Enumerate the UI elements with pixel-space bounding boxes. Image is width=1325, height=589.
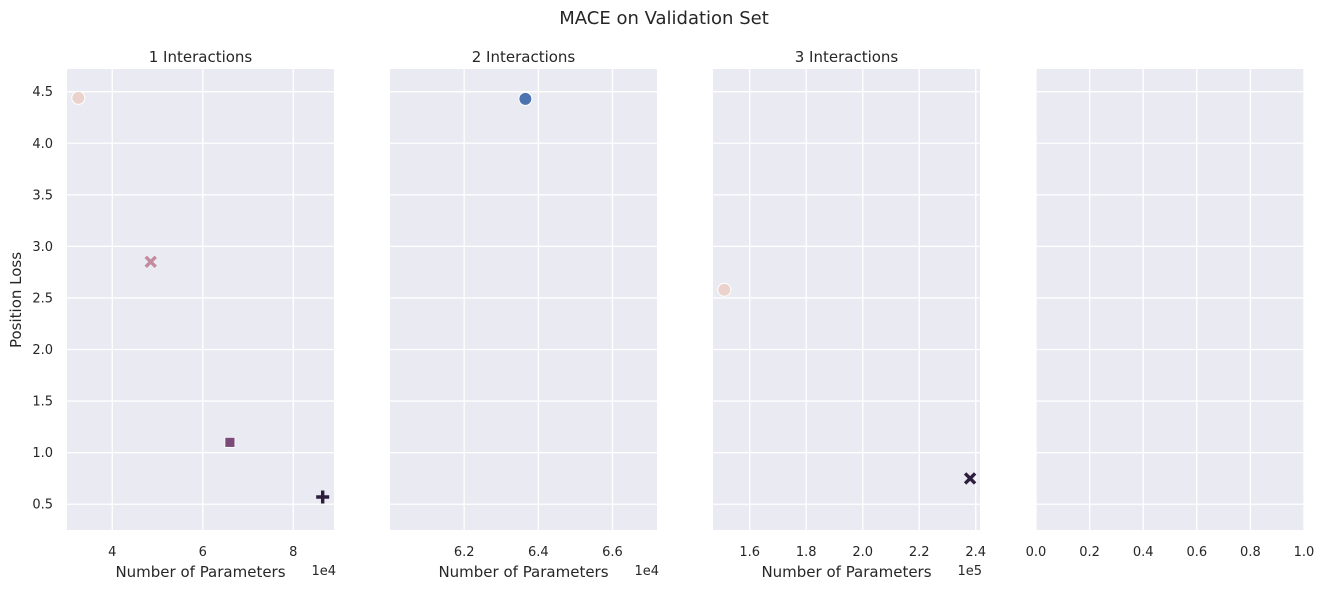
x-offset-label: 1e4 — [634, 564, 659, 579]
y-tick-label: 0.5 — [32, 498, 53, 513]
y-tick-label: 3.0 — [32, 240, 53, 255]
x-tick-label: 6.2 — [454, 545, 475, 560]
x-tick-label: 0.2 — [1079, 545, 1100, 560]
y-tick-label: 3.5 — [32, 188, 53, 203]
chart-title: MACE on Validation Set — [559, 8, 769, 29]
data-point — [717, 282, 732, 297]
y-tick-label: 2.0 — [32, 343, 53, 358]
x-tick-label: 1.8 — [796, 545, 817, 560]
panel-2: 6.2 6.4 6.6 Number of Parameters 1e4 2 Intera… — [390, 48, 659, 581]
x-tick-label: 0.0 — [1026, 545, 1047, 560]
x-tick-label: 8 — [289, 545, 297, 560]
data-point — [224, 436, 236, 448]
x-tick-label: 4 — [108, 545, 116, 560]
y-tick-label: 1.0 — [32, 446, 53, 461]
x-tick-label: 6.6 — [602, 545, 623, 560]
plot-area — [1036, 69, 1304, 530]
x-tick-label: 2.4 — [965, 545, 986, 560]
x-tick-label: 2.0 — [852, 545, 873, 560]
x-tick-label: 1.0 — [1294, 545, 1315, 560]
plot-area — [713, 69, 980, 530]
x-tick-label: 0.4 — [1133, 545, 1154, 560]
panels: 0.5 1.0 1.5 2.0 2.5 3.0 3.5 4.0 4.5 4 6 8 Number of … — [32, 48, 1314, 581]
x-tick-label: 6 — [199, 545, 207, 560]
x-offset-label: 1e5 — [957, 564, 982, 579]
y-tick-label: 4.5 — [32, 85, 53, 100]
x-axis-label: Number of Parameters — [115, 563, 285, 581]
y-axis-label: Position Loss — [7, 252, 25, 348]
data-point — [144, 255, 157, 269]
x-tick-label: 2.2 — [909, 545, 930, 560]
panel-title: 3 Interactions — [795, 48, 899, 66]
panel-title: 1 Interactions — [149, 48, 253, 66]
data-point — [518, 91, 533, 106]
data-point — [316, 490, 330, 504]
data-point — [71, 90, 86, 105]
plot-area — [67, 69, 334, 530]
panel-1: 0.5 1.0 1.5 2.0 2.5 3.0 3.5 4.0 4.5 4 6 8 Number of … — [32, 48, 336, 581]
x-tick-label: 0.6 — [1186, 545, 1207, 560]
x-tick-label: 6.4 — [528, 545, 549, 560]
x-axis-label: Number of Parameters — [761, 563, 931, 581]
x-offset-label: 1e4 — [311, 564, 336, 579]
y-tick-label: 1.5 — [32, 395, 53, 410]
data-point — [963, 472, 977, 485]
panel-3: 1.6 1.8 2.0 2.2 2.4 Number of Parameters 1e5 3 … — [713, 48, 986, 581]
y-tick-label: 4.0 — [32, 137, 53, 152]
panel-4: 0.0 0.2 0.4 0.6 0.8 1.0 — [1026, 69, 1315, 560]
plot-area — [390, 69, 657, 530]
x-tick-label: 0.8 — [1240, 545, 1261, 560]
panel-title: 2 Interactions — [472, 48, 576, 66]
y-tick-label: 2.5 — [32, 291, 53, 306]
x-tick-label: 1.6 — [739, 545, 760, 560]
x-axis-label: Number of Parameters — [438, 563, 608, 581]
